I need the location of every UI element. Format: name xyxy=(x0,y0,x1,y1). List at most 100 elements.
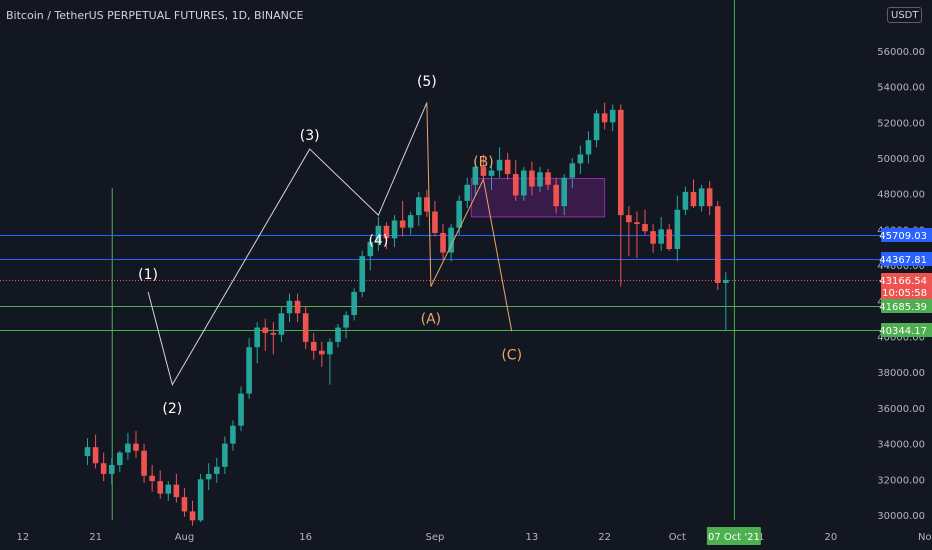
candle xyxy=(585,131,592,164)
price-tick-label: 36000.00 xyxy=(877,404,925,415)
candle-body xyxy=(319,350,325,355)
candle-body xyxy=(254,327,260,348)
candle-body xyxy=(286,300,293,314)
candle xyxy=(359,250,366,298)
time-tick-label: Nov xyxy=(918,532,932,543)
candle-body xyxy=(205,473,212,480)
elliott-waves: (1) (2) (3) (4) (5) (A) (B) (C) xyxy=(138,74,522,417)
candle-body xyxy=(343,315,349,328)
candle-body xyxy=(472,166,479,185)
candle-body xyxy=(270,332,277,335)
candle xyxy=(294,293,301,323)
candle-body xyxy=(626,215,632,223)
candle xyxy=(165,481,172,501)
candle-body xyxy=(157,481,164,494)
candle xyxy=(415,191,422,226)
candle xyxy=(125,432,131,460)
candle-body xyxy=(521,170,527,196)
time-tick-label: 22 xyxy=(598,532,611,543)
time-tick-label: 13 xyxy=(526,532,539,543)
candle-body xyxy=(141,450,147,476)
candle xyxy=(666,224,673,251)
candle xyxy=(488,161,495,191)
candle xyxy=(246,338,252,399)
candle-body xyxy=(133,443,139,451)
candle-body xyxy=(108,465,115,474)
price-tick-label: 44000.00 xyxy=(877,261,925,272)
candle-body xyxy=(302,313,309,342)
candle-body xyxy=(165,484,172,494)
price-axis: 30000.00 32000.00 34000.00 36000.00 38000.00… xyxy=(877,0,932,550)
candle xyxy=(351,288,357,321)
price-tick-label: 32000.00 xyxy=(877,475,925,486)
candle-body xyxy=(213,466,220,474)
candle xyxy=(601,102,608,130)
candle-body xyxy=(391,220,398,239)
candle xyxy=(205,463,212,491)
price-tick-label: 50000.00 xyxy=(877,154,925,165)
candle-body xyxy=(706,188,713,207)
candle xyxy=(706,181,713,216)
candle-body xyxy=(674,209,681,250)
candle xyxy=(650,224,656,253)
candle xyxy=(537,166,543,192)
candle-body xyxy=(149,475,155,482)
wave-label: (3) xyxy=(300,128,320,144)
candle-body xyxy=(383,225,390,239)
currency-button[interactable]: USDT xyxy=(887,7,923,23)
candle xyxy=(141,443,147,483)
candle-body xyxy=(100,463,107,474)
candle-body xyxy=(537,172,543,187)
candle-body xyxy=(545,172,551,185)
candle-body xyxy=(488,170,495,176)
time-tick-label: 12 xyxy=(16,532,29,543)
candle-body xyxy=(682,191,689,210)
candle xyxy=(133,431,139,458)
time-tick-label: 16 xyxy=(299,532,312,543)
candle xyxy=(529,161,535,196)
time-axis: 1221Aug16Sep1322Oct1120Nov07 Oct '21 xyxy=(16,527,932,545)
candle-body xyxy=(415,197,422,216)
date-badge-label: 07 Oct '21 xyxy=(708,532,760,543)
candle xyxy=(84,438,91,466)
candle xyxy=(399,200,406,237)
candle-body xyxy=(714,206,721,283)
candle-body xyxy=(504,159,511,175)
candle-body xyxy=(197,479,204,521)
candle-body xyxy=(310,341,317,351)
candle xyxy=(424,190,430,217)
candle-body xyxy=(117,452,123,466)
candle xyxy=(714,200,721,291)
date-badge xyxy=(706,527,761,545)
candle xyxy=(319,341,325,367)
candle-body xyxy=(351,291,357,316)
candle-body xyxy=(553,184,559,207)
candle xyxy=(181,488,188,517)
candle xyxy=(698,184,705,212)
candle xyxy=(617,104,624,287)
candle-body xyxy=(399,220,406,228)
price-badge xyxy=(881,323,932,337)
candle-body xyxy=(658,229,664,244)
candle xyxy=(367,238,374,271)
candle xyxy=(472,161,479,196)
candle xyxy=(189,500,196,526)
candle xyxy=(504,152,511,180)
candle-body xyxy=(294,300,301,314)
candle xyxy=(254,322,260,364)
candle-body xyxy=(529,170,535,187)
candle-body xyxy=(262,327,269,333)
candle xyxy=(690,179,697,208)
wave-label: (5) xyxy=(417,74,437,90)
candle-body xyxy=(690,191,697,207)
candle-body xyxy=(634,222,640,225)
candle-body xyxy=(222,443,228,467)
candle xyxy=(658,216,664,251)
candle xyxy=(213,457,220,483)
time-tick-label: Aug xyxy=(175,532,195,543)
candle-body xyxy=(424,197,430,212)
candle-body xyxy=(601,113,608,123)
candle-body xyxy=(464,184,471,201)
